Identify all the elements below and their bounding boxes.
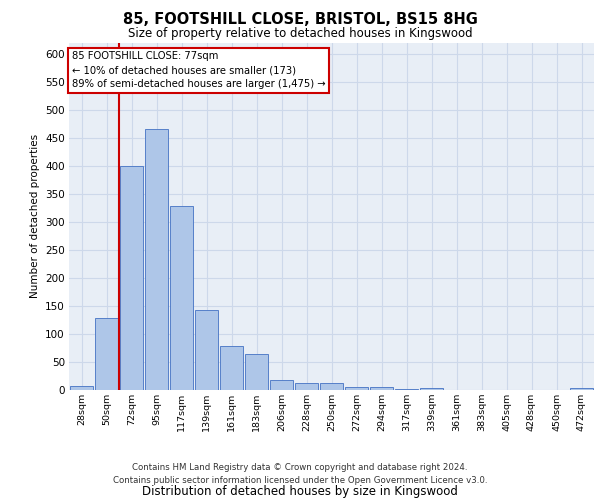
Text: 85 FOOTSHILL CLOSE: 77sqm
← 10% of detached houses are smaller (173)
89% of semi: 85 FOOTSHILL CLOSE: 77sqm ← 10% of detac…	[71, 51, 325, 89]
Bar	[570, 388, 593, 390]
Bar	[320, 382, 343, 390]
Bar	[420, 388, 443, 390]
Bar	[245, 354, 268, 390]
Bar	[170, 206, 193, 390]
Bar	[145, 130, 168, 390]
Bar	[370, 387, 393, 390]
Text: Contains public sector information licensed under the Open Government Licence v3: Contains public sector information licen…	[113, 476, 487, 485]
Bar	[70, 386, 93, 390]
Text: 85, FOOTSHILL CLOSE, BRISTOL, BS15 8HG: 85, FOOTSHILL CLOSE, BRISTOL, BS15 8HG	[122, 12, 478, 28]
Text: Contains HM Land Registry data © Crown copyright and database right 2024.: Contains HM Land Registry data © Crown c…	[132, 464, 468, 472]
Bar	[195, 310, 218, 390]
Bar	[220, 346, 243, 390]
Bar	[120, 166, 143, 390]
Text: Size of property relative to detached houses in Kingswood: Size of property relative to detached ho…	[128, 28, 472, 40]
Y-axis label: Number of detached properties: Number of detached properties	[29, 134, 40, 298]
Bar	[345, 386, 368, 390]
Text: Distribution of detached houses by size in Kingswood: Distribution of detached houses by size …	[142, 484, 458, 498]
Bar	[95, 318, 118, 390]
Bar	[270, 380, 293, 390]
Bar	[295, 384, 318, 390]
